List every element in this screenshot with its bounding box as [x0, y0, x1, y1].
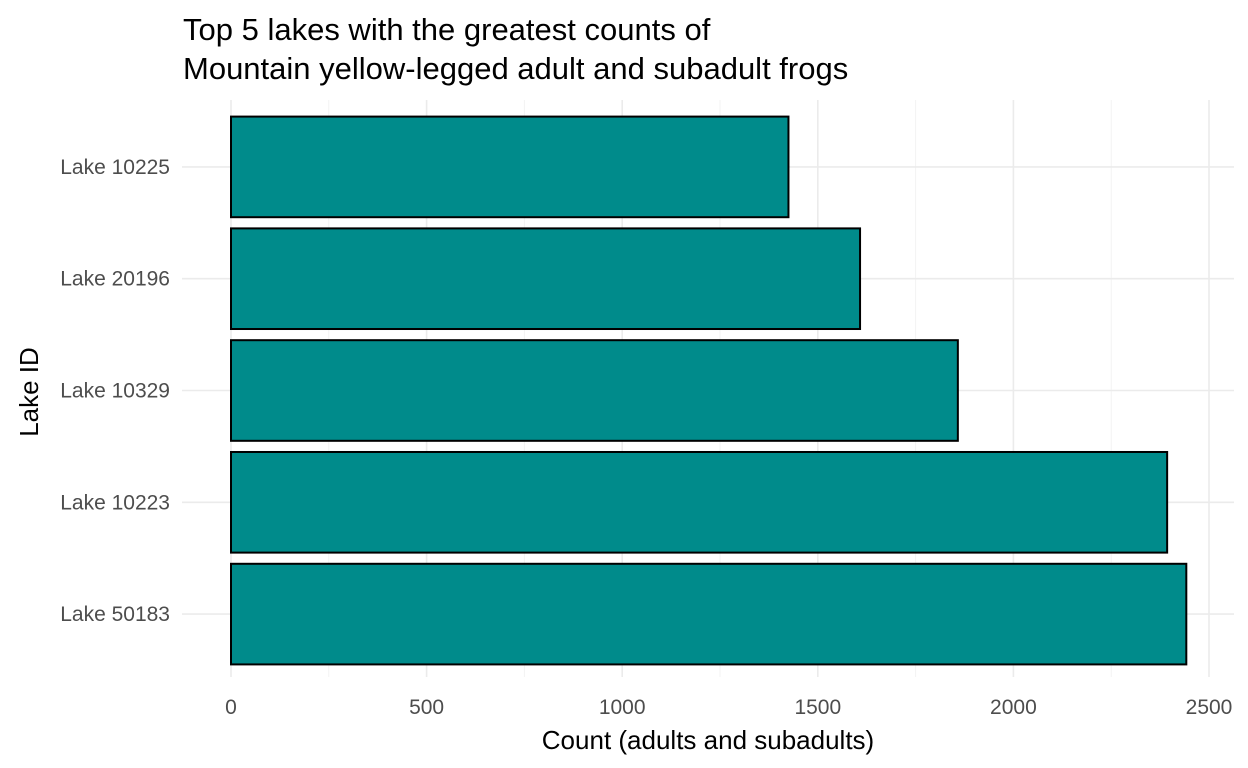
bar-lake-10223	[230, 450, 1169, 554]
y-tick-labels: Lake 10225 Lake 20196 Lake 10329 Lake 10223…	[60, 156, 170, 626]
bar-lake-20196	[230, 227, 862, 331]
x-tick-label: 2000	[990, 696, 1037, 719]
x-tick-labels: 0 500 1000 1500 2000 2500	[225, 696, 1232, 719]
bars	[230, 115, 1188, 666]
chart-title-line-2: Mountain yellow-legged adult and subadul…	[183, 51, 848, 86]
x-tick-label: 1500	[794, 696, 841, 719]
bar-lake-10225	[230, 115, 790, 219]
x-tick-label: 0	[225, 696, 237, 719]
chart-title-line-1: Top 5 lakes with the greatest counts of	[183, 12, 711, 47]
x-tick-label: 500	[409, 696, 444, 719]
y-tick-label: Lake 10223	[60, 491, 170, 514]
y-tick-label: Lake 20196	[60, 268, 170, 291]
bar-lake-50183	[230, 562, 1188, 666]
y-axis-label: Lake ID	[14, 347, 44, 437]
x-axis-label: Count (adults and subadults)	[542, 725, 874, 755]
x-tick-label: 2500	[1186, 696, 1233, 719]
y-tick-label: Lake 10329	[60, 380, 170, 403]
y-tick-label: Lake 50183	[60, 603, 170, 626]
bar-lake-10329	[230, 339, 959, 442]
x-tick-label: 1000	[599, 696, 646, 719]
y-tick-label: Lake 10225	[60, 156, 170, 179]
